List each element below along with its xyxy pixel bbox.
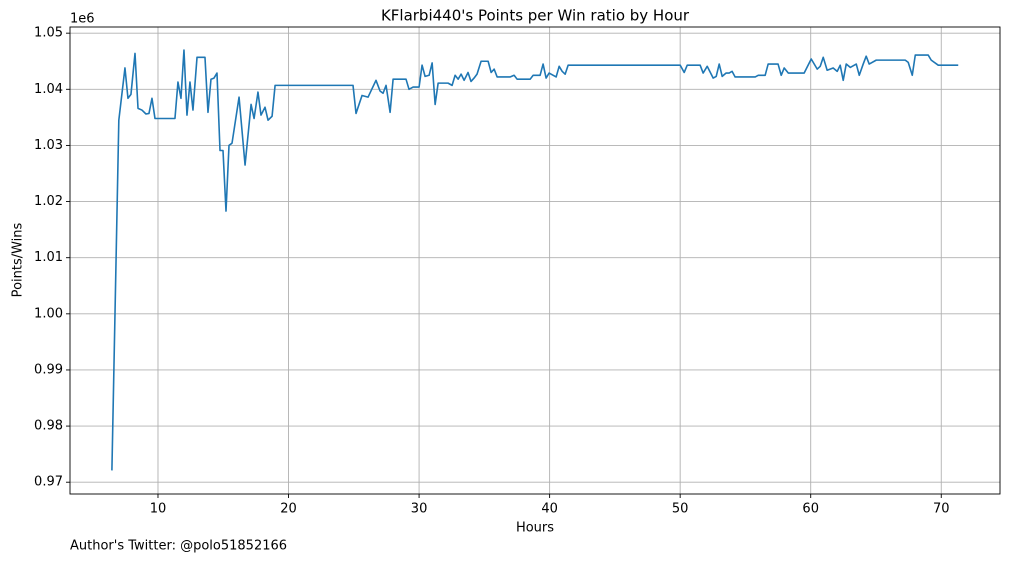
x-tick-label: 40 [541,502,558,517]
y-tick-label: 1.04 [34,82,63,97]
y-tick-label: 1.03 [34,138,63,153]
plot-frame [69,26,1001,495]
y-axis-label: Points/Wins [11,222,26,297]
x-tick-label: 50 [672,502,689,517]
y-offset-label: 1e6 [70,12,95,27]
y-tick-label: 1.05 [34,26,63,41]
x-tick-label: 30 [411,502,428,517]
x-tick-label: 10 [150,502,167,517]
y-tick-label: 0.97 [34,475,63,490]
x-tick-label: 20 [280,502,297,517]
x-tick-label: 60 [802,502,819,517]
x-tick-label: 70 [933,502,950,517]
y-tick-label: 0.99 [34,362,63,377]
data-line [111,49,959,471]
footer: Author's Twitter: @polo51852166 [70,539,287,554]
chart-title: KFlarbi440's Points per Win ratio by Hou… [381,7,690,25]
y-tick-label: 1.00 [34,306,63,321]
y-tick-label: 1.02 [34,194,63,209]
x-axis-label: Hours [516,521,554,536]
y-tick-label: 1.01 [34,250,63,265]
y-tick-label: 0.98 [34,419,63,434]
